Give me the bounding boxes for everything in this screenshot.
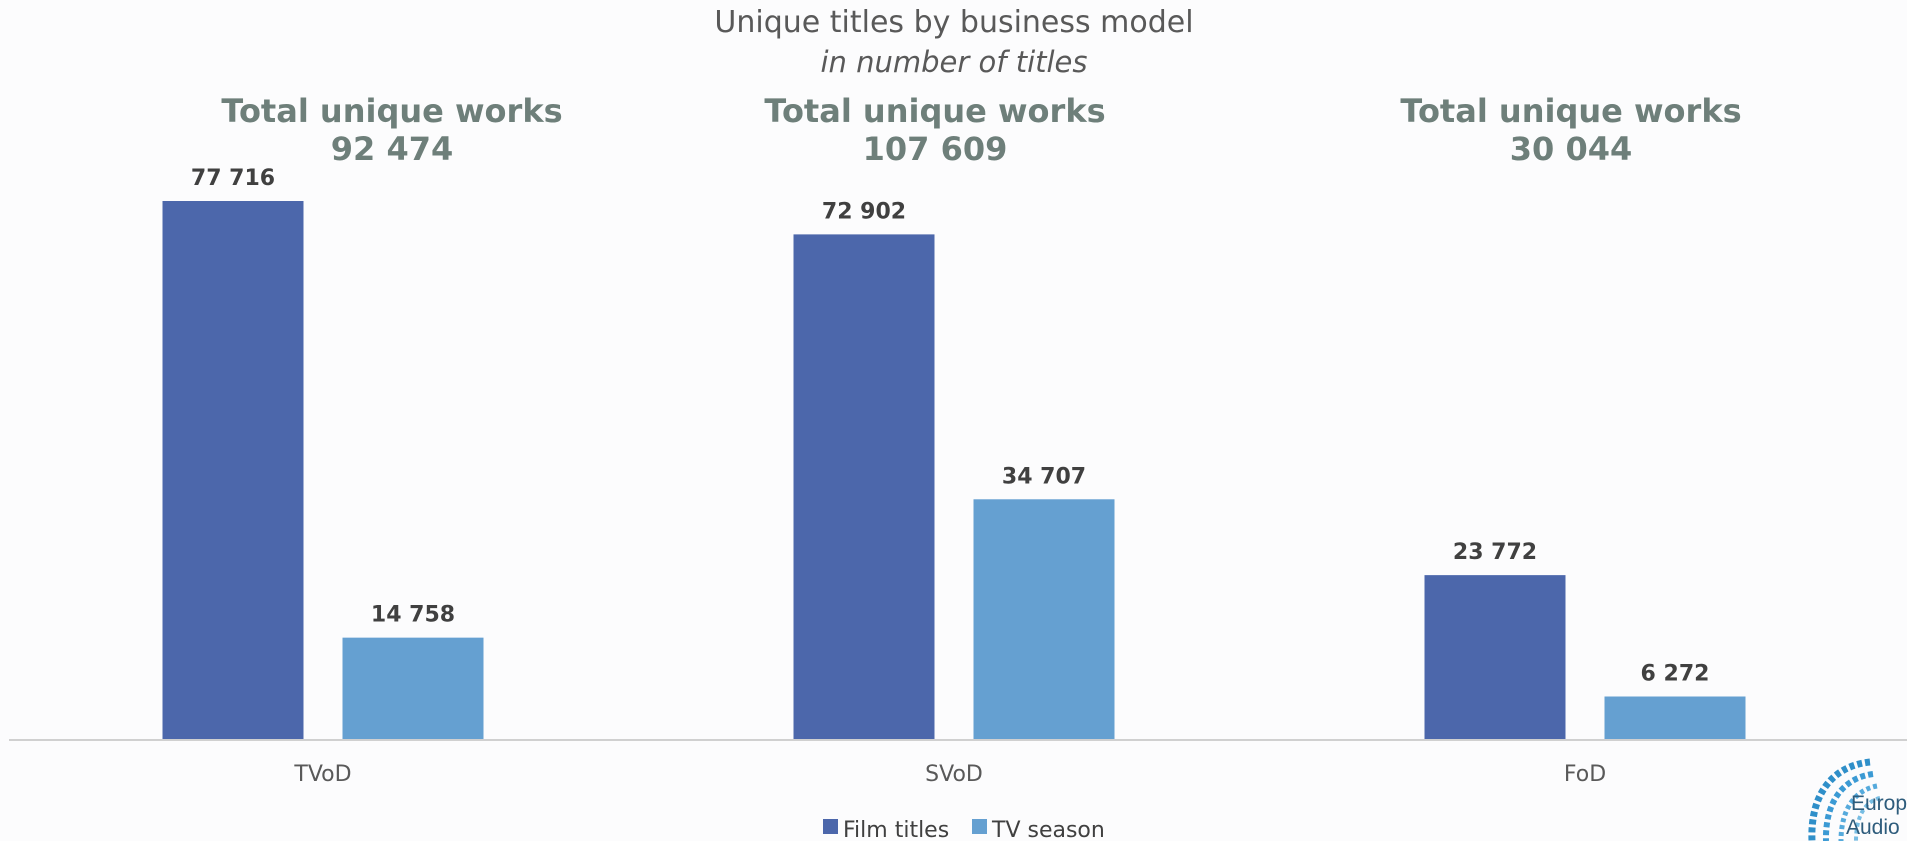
legend-label-tv: TV season	[991, 818, 1105, 841]
logo-text-line2: Audio	[1846, 816, 1900, 839]
bar-tv-season-fod	[1604, 696, 1746, 740]
group-total-value: 30 044	[1510, 130, 1632, 168]
data-labels-layer: 77 716 14 758 72 902 34 707 23 772 6 272	[191, 166, 1710, 687]
group-total-heading: Total unique works	[221, 92, 562, 130]
x-tick-label-tvod: TVoD	[293, 762, 351, 787]
bar-film-titles-fod	[1424, 575, 1566, 740]
x-tick-label-fod: FoD	[1564, 762, 1606, 787]
bar-film-titles-svod	[793, 234, 935, 740]
bar-tv-season-svod	[973, 499, 1115, 740]
legend-label-film: Film titles	[843, 818, 949, 841]
data-label: 23 772	[1453, 540, 1537, 565]
legend: Film titles TV season	[823, 818, 1105, 841]
legend-swatch-film	[823, 819, 838, 834]
legend-swatch-tv	[972, 819, 987, 834]
observatory-logo: Europe Audio	[1808, 758, 1907, 841]
data-label: 14 758	[371, 603, 455, 628]
group-total-heading: Total unique works	[764, 92, 1105, 130]
bar-tv-season-tvod	[342, 637, 484, 740]
globe-mesh-icon	[1808, 758, 1881, 841]
group-total-heading: Total unique works	[1400, 92, 1741, 130]
logo-text-line1: Europe	[1851, 792, 1907, 815]
data-label: 6 272	[1641, 662, 1710, 687]
data-label: 34 707	[1002, 464, 1086, 489]
chart-title: Unique titles by business model	[714, 5, 1193, 40]
chart-subtitle: in number of titles	[820, 45, 1087, 79]
group-total-value: 107 609	[863, 130, 1008, 168]
bars-layer	[162, 201, 1746, 740]
bar-film-titles-tvod	[162, 201, 304, 740]
data-label: 77 716	[191, 166, 275, 191]
data-label: 72 902	[822, 199, 906, 224]
group-total-value: 92 474	[331, 130, 453, 168]
x-tick-labels: TVoD SVoD FoD	[293, 762, 1606, 787]
x-tick-label-svod: SVoD	[925, 762, 983, 787]
